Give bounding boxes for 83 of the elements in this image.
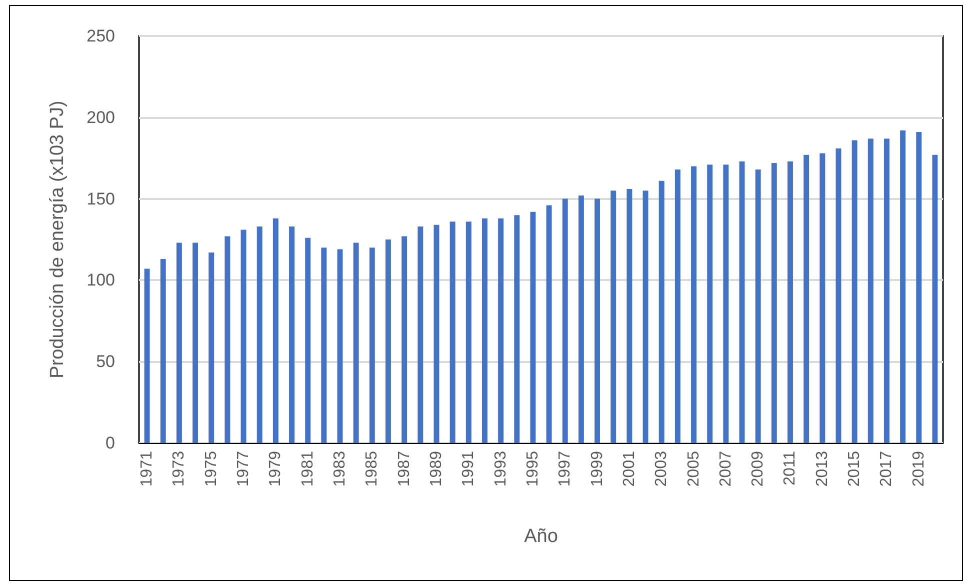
x-tick-label: 2017: [878, 450, 896, 487]
x-tick-label: 1997: [556, 450, 574, 487]
x-tick-label: 2013: [814, 450, 831, 487]
bar: [820, 153, 826, 443]
bar: [192, 242, 198, 443]
y-tick-label: 150: [86, 189, 115, 208]
y-axis-title: Producción de energía (x103 PJ): [47, 100, 68, 378]
x-tick-label: 1977: [235, 450, 252, 487]
bar: [916, 132, 922, 443]
bar: [305, 238, 311, 443]
bar: [658, 180, 664, 443]
bar: [707, 164, 713, 443]
x-tick-label: 1975: [202, 450, 220, 487]
bar: [289, 226, 294, 443]
bar: [386, 240, 391, 443]
bar: [674, 169, 680, 443]
x-tick-label: 1971: [138, 450, 156, 487]
bar: [578, 196, 584, 443]
bar: [626, 189, 632, 443]
bar: [482, 218, 488, 443]
bar: [321, 248, 327, 443]
bar: [418, 226, 424, 443]
bar: [900, 130, 906, 443]
bar: [272, 218, 278, 443]
x-tick-label: 1983: [332, 450, 348, 487]
x-tick-label: 1985: [364, 450, 381, 487]
y-tick-label: 250: [86, 26, 115, 46]
bar: [868, 138, 874, 443]
bar: [353, 242, 359, 443]
bar: [240, 230, 246, 443]
bar: [224, 236, 230, 443]
bar: [739, 161, 745, 443]
y-tick-label: 200: [86, 108, 115, 127]
bar: [610, 190, 616, 443]
bar: [434, 224, 440, 443]
x-tick-label: 2009: [750, 450, 767, 487]
x-tick-label: 2019: [910, 450, 928, 487]
bar: [723, 164, 729, 443]
x-tick-label: 1993: [492, 450, 510, 487]
x-tick-label: 1979: [267, 450, 284, 487]
x-tick-label: 2001: [620, 450, 638, 487]
bar: [836, 148, 842, 443]
x-tick-label: 2005: [685, 450, 702, 487]
bar: [402, 236, 408, 443]
bar: [594, 198, 600, 443]
bar: [546, 205, 552, 443]
x-tick-label: 2015: [846, 450, 864, 487]
bar: [498, 218, 504, 443]
x-tick-label: 1989: [428, 450, 445, 487]
bar: [788, 161, 793, 443]
bar: [884, 138, 890, 443]
x-tick-label: 2011: [782, 450, 799, 486]
x-tick-label: 1981: [299, 450, 316, 487]
x-tick-label: 1991: [460, 450, 478, 487]
bar: [514, 215, 520, 443]
bar: [466, 222, 472, 443]
y-tick-label: 50: [96, 352, 115, 372]
y-tick-label: 100: [86, 270, 115, 290]
bar: [932, 154, 938, 443]
bar: [160, 259, 166, 443]
x-tick-label: 1995: [524, 450, 542, 487]
bar: [642, 190, 648, 443]
y-tick-label: 0: [106, 434, 115, 452]
bar: [337, 249, 343, 443]
x-tick-label: 1973: [170, 450, 188, 487]
x-tick-label: 1999: [588, 450, 606, 487]
bar: [176, 242, 182, 443]
bar: [771, 162, 777, 443]
bar: [208, 252, 214, 443]
x-tick-label: 2003: [653, 450, 670, 487]
bar: [256, 226, 262, 443]
x-axis-title: Año: [524, 526, 558, 547]
bar: [369, 248, 375, 443]
bar: [804, 154, 810, 443]
bar: [755, 169, 761, 443]
bar: [450, 222, 456, 443]
x-tick-label: 2007: [717, 450, 734, 487]
bar: [852, 140, 858, 443]
bar: [691, 166, 696, 443]
bar: [144, 268, 150, 443]
bar: [530, 212, 536, 443]
bar: [562, 198, 568, 443]
x-tick-label: 1987: [396, 450, 413, 487]
